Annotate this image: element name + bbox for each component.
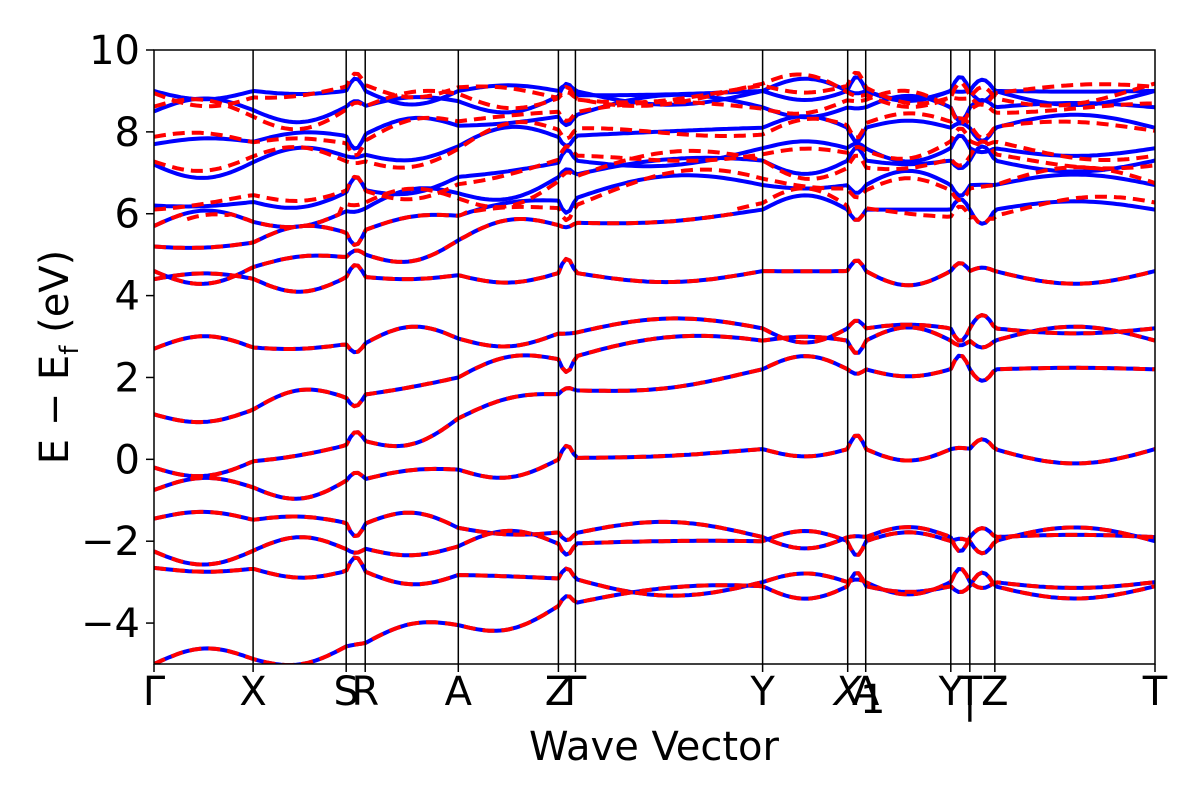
high-symmetry-lines — [252, 50, 996, 664]
red-band-line — [154, 525, 1155, 567]
x-tick-label: A — [852, 669, 880, 715]
red-band-line — [154, 70, 1155, 132]
y-axis-title-subscript: f — [55, 345, 85, 355]
x-tick-label: T — [957, 669, 983, 715]
y-tick-label: 0 — [115, 437, 140, 483]
x-tick-label: Z — [981, 669, 1008, 715]
y-tick-label: −4 — [81, 601, 140, 647]
x-tick-label: Y — [749, 669, 775, 715]
red-band-line — [154, 126, 1155, 212]
y-axis-title-main: E − E — [32, 355, 78, 465]
red-band-line — [154, 570, 1155, 664]
x-tick-label: S — [333, 669, 358, 715]
x-tick-label: Γ — [143, 669, 166, 715]
bands-layer — [154, 70, 1155, 664]
y-tick-label: 10 — [89, 28, 140, 74]
red-band-line — [154, 139, 1155, 230]
x-tick-label: X — [832, 669, 863, 715]
plot-frame — [153, 49, 1156, 665]
y-tick-label: 8 — [115, 110, 140, 156]
y-tick-label: 4 — [115, 274, 140, 320]
red-band-line — [154, 353, 1155, 479]
red-band-line — [154, 313, 1155, 355]
blue-band-line — [154, 75, 1155, 125]
x-tick-label: T — [1142, 669, 1168, 715]
x-tick-label: Γ — [564, 669, 587, 715]
red-band-line — [154, 433, 1155, 501]
x-tick-label: X — [239, 669, 266, 715]
y-axis-title: E − Ef (eV) — [32, 250, 85, 465]
blue-band-line — [154, 525, 1155, 567]
x-tick-label: R — [351, 669, 379, 715]
x-tick-label: Y — [938, 669, 964, 715]
blue-band-line — [154, 570, 1155, 664]
blue-band-line — [154, 433, 1155, 501]
blue-band-line — [154, 509, 1155, 553]
x-tick-separator: | — [963, 676, 976, 722]
x-tick-label: A — [445, 669, 473, 715]
x-tick-label: Z — [545, 669, 572, 715]
red-band-line — [154, 555, 1155, 598]
x-axis-title: Wave Vector — [529, 724, 780, 770]
y-axis-ticks: −4 −2 0 2 4 6 8 10 — [81, 28, 154, 647]
blue-band-line — [154, 75, 1155, 107]
blue-band-line — [154, 133, 1155, 210]
y-tick-label: 6 — [115, 192, 140, 238]
red-band-line — [154, 186, 1155, 286]
red-band-line — [154, 324, 1155, 425]
x-tick-subscript: 1 — [860, 677, 885, 723]
x-axis-ticks: Γ X SR A ZΓ Y XA YT Z T1 | — [143, 664, 1168, 723]
y-tick-label: 2 — [115, 355, 140, 401]
y-tick-label: −2 — [81, 519, 140, 565]
red-band-line — [154, 256, 1155, 294]
red-band-line — [154, 111, 1155, 173]
y-axis-title-unit: (eV) — [32, 250, 78, 346]
blue-band-line — [154, 324, 1155, 425]
red-band-line — [154, 165, 1155, 250]
